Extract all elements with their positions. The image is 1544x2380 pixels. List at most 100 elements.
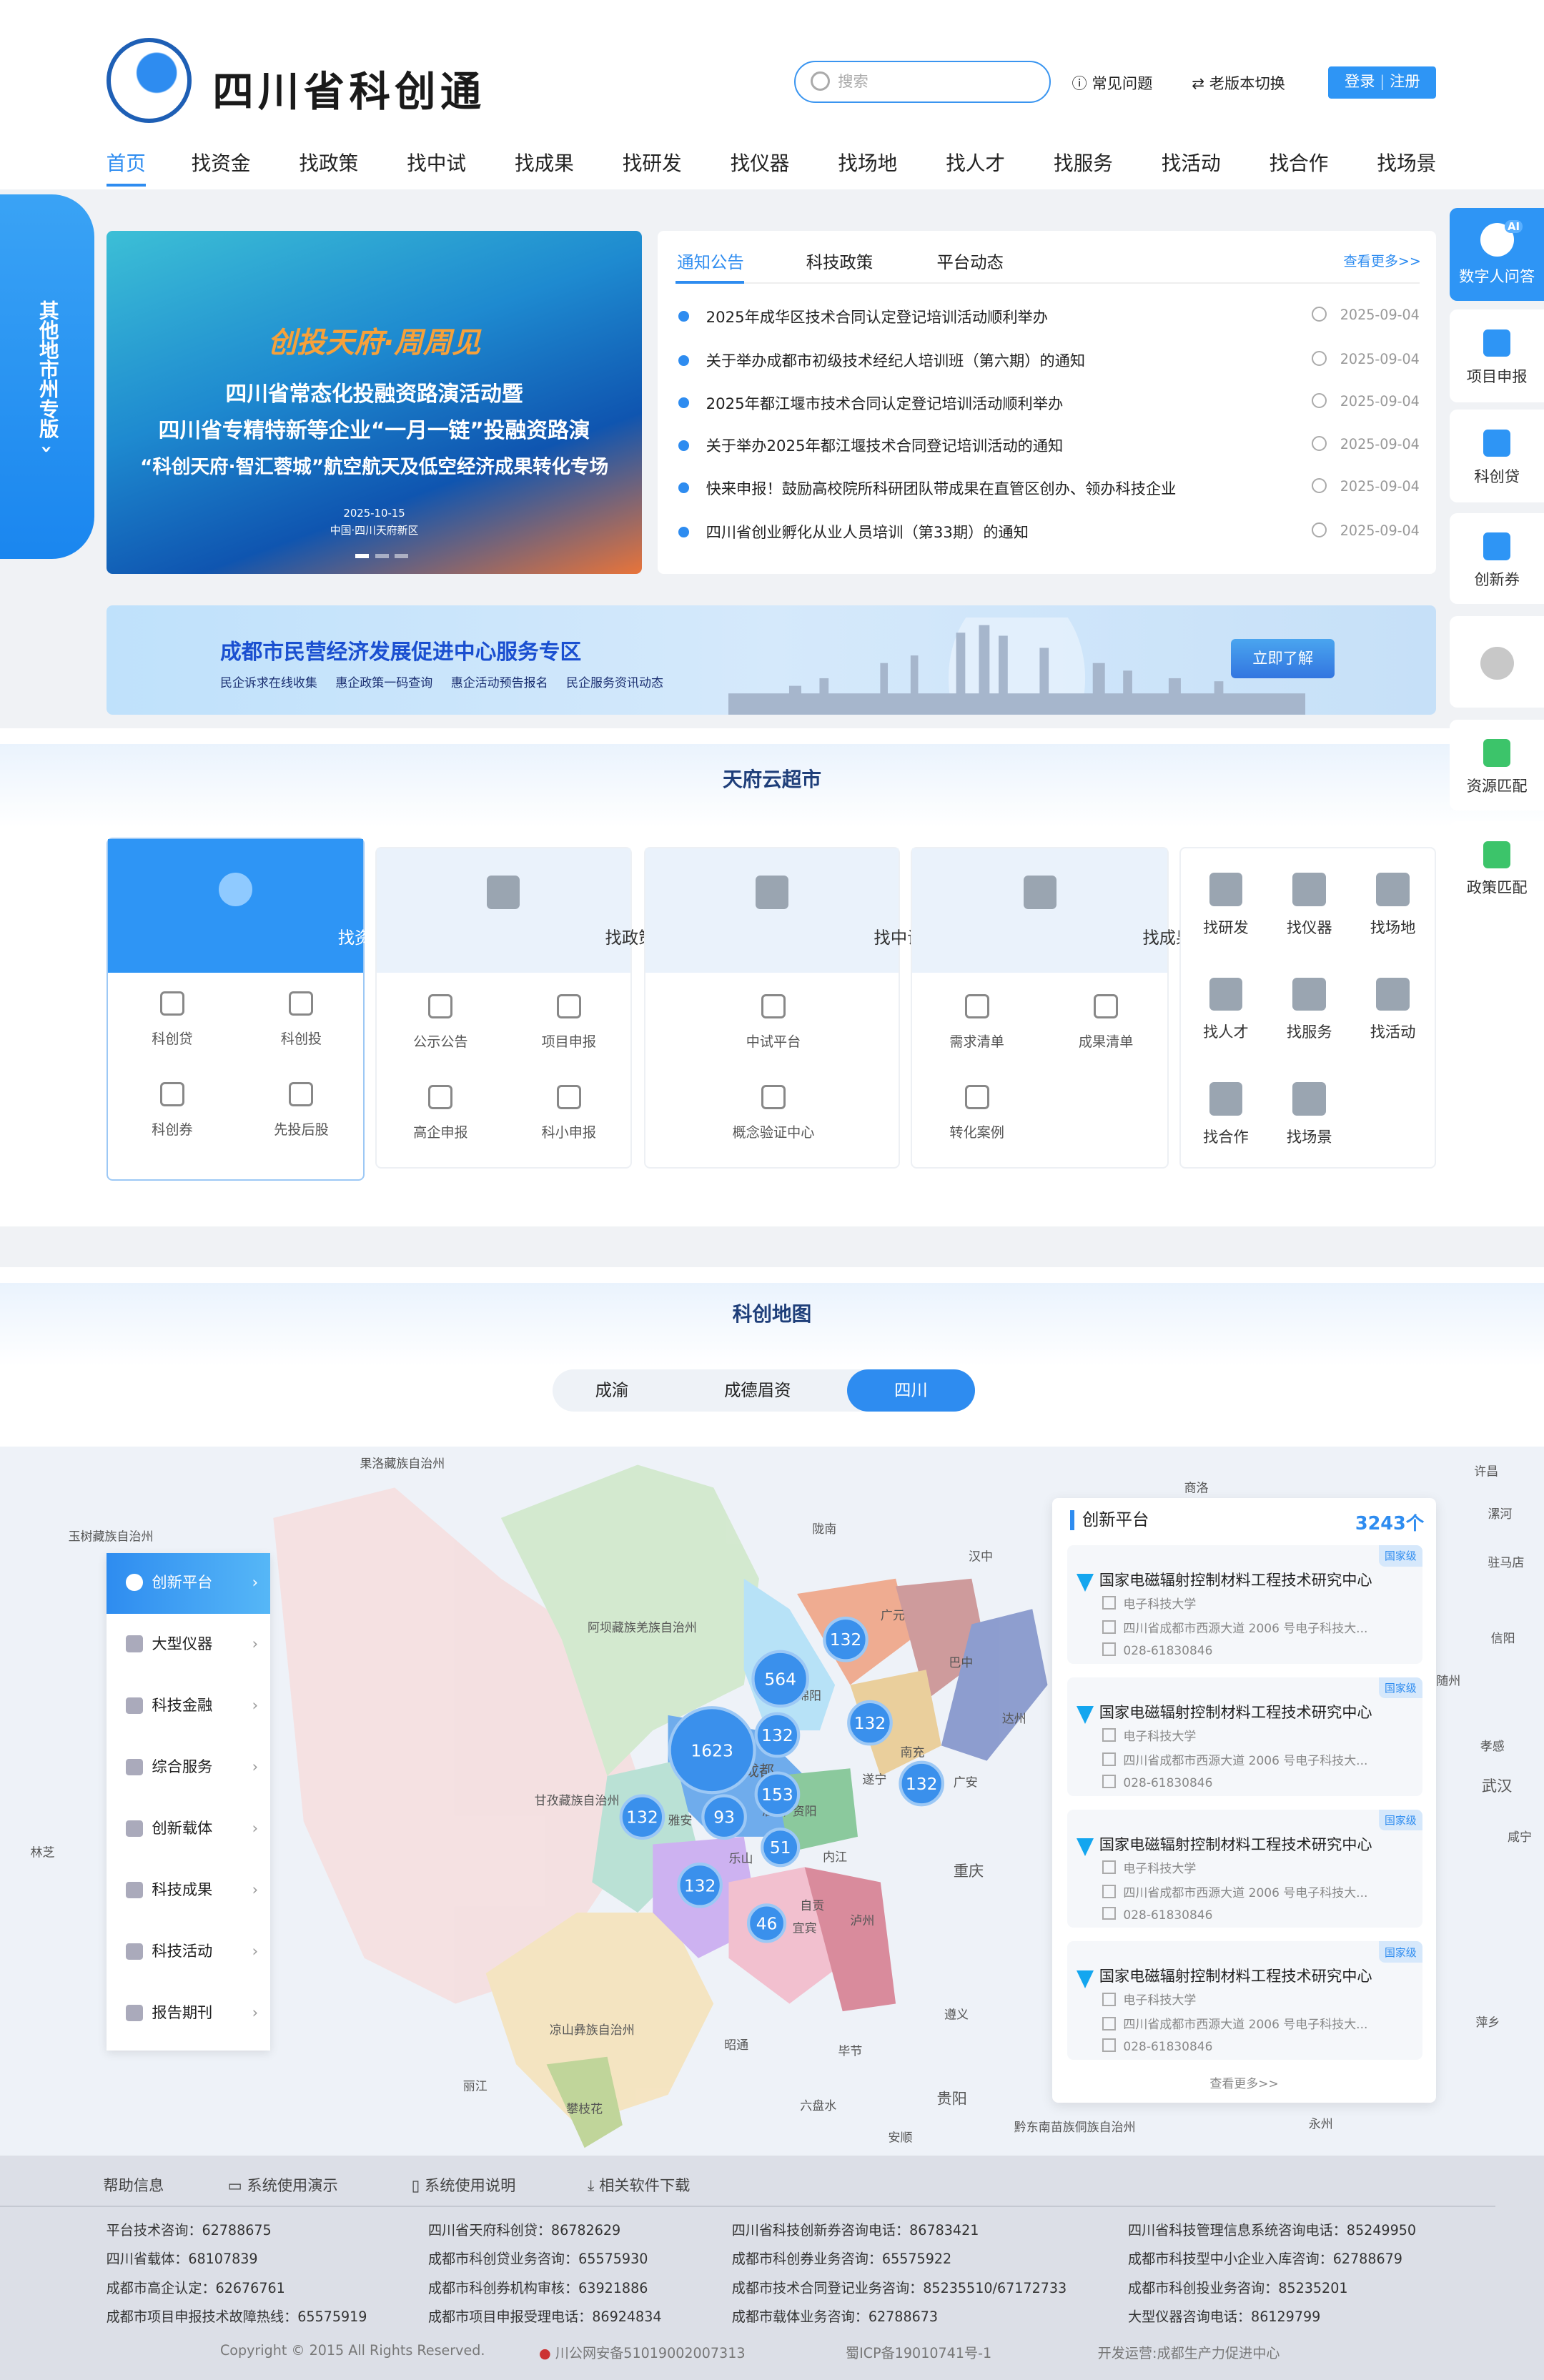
tab-platform-news[interactable]: 平台动态 xyxy=(936,252,1004,273)
cluster-marker[interactable]: 132 xyxy=(754,1712,801,1758)
footer-demo-link[interactable]: ▭ 系统使用演示 xyxy=(227,2177,338,2196)
cluster-circle[interactable] xyxy=(754,1771,801,1818)
cluster-circle[interactable] xyxy=(677,1863,723,1908)
subcategory-item[interactable]: 高企申报 xyxy=(377,1085,505,1141)
switch-version-link[interactable]: ⇄ 老版本切换 xyxy=(1192,74,1285,93)
cluster-marker[interactable]: 132 xyxy=(823,1616,868,1662)
subcategory-item[interactable]: 先投后股 xyxy=(237,1082,366,1139)
news-item[interactable]: 关于举办成都市初级技术经纪人培训班（第六期）的通知 2025-09-04 xyxy=(676,347,1420,372)
register-button[interactable]: 注册 xyxy=(1390,73,1420,91)
map-canvas[interactable]: 果洛藏族自治州玉树藏族自治州陇南汉中商洛阿坝藏族羌族自治州广元巴中达州绵阳甘孜藏… xyxy=(0,1447,1544,2156)
sidebar-shortcut[interactable]: 政策匹配 xyxy=(1450,821,1544,914)
subcategory-item[interactable]: 项目申报 xyxy=(505,994,633,1051)
panel-more-link[interactable]: 查看更多>> xyxy=(1209,2077,1279,2092)
map-menu-item[interactable]: 科技活动 › xyxy=(107,1922,270,1983)
subcategory-item[interactable]: 成果清单 xyxy=(1041,994,1171,1051)
nav-item[interactable]: 找研发 xyxy=(622,152,682,176)
grid-item[interactable]: 找合作 xyxy=(1184,1082,1268,1146)
news-more-link[interactable]: 查看更多>> xyxy=(1343,253,1421,270)
news-item[interactable]: 关于举办2025年都江堰技术合同登记培训活动的通知 2025-09-04 xyxy=(676,432,1420,457)
platform-name[interactable]: 国家电磁辐射控制材料工程技术研究中心 xyxy=(1099,1968,1372,1986)
login-button[interactable]: 登录 xyxy=(1345,73,1375,91)
map-menu-item[interactable]: 创新平台 › xyxy=(106,1552,271,1614)
cluster-marker[interactable]: 93 xyxy=(701,1794,747,1840)
tab-sichuan[interactable]: 四川 xyxy=(847,1369,975,1412)
sidebar-shortcut[interactable] xyxy=(1450,616,1544,708)
market-card-header[interactable]: 找成果 xyxy=(912,848,1192,973)
subcategory-item[interactable]: 科创贷 xyxy=(108,991,237,1048)
grid-item[interactable]: 找研发 xyxy=(1184,873,1268,937)
cluster-circle[interactable] xyxy=(701,1794,747,1840)
carousel-dots[interactable] xyxy=(355,536,415,565)
login-register-button[interactable]: 登录 | 注册 xyxy=(1328,66,1437,99)
icp-record[interactable]: 蜀ICP备19010741号-1 xyxy=(846,2345,992,2362)
subcategory-item[interactable]: 科小申报 xyxy=(505,1085,633,1141)
subcategory-item[interactable]: 中试平台 xyxy=(645,994,902,1051)
subcategory-item[interactable]: 需求清单 xyxy=(912,994,1041,1051)
banner-link[interactable]: 惠企政策一码查询 xyxy=(335,675,433,690)
sidebar-shortcut[interactable]: 项目申报 xyxy=(1450,309,1544,402)
footer-manual-link[interactable]: ▯ 系统使用说明 xyxy=(411,2177,516,2196)
sidebar-shortcut[interactable]: 创新券 xyxy=(1450,512,1544,605)
cluster-circle[interactable] xyxy=(899,1760,945,1807)
map-menu-item[interactable]: 科技成果 › xyxy=(107,1860,270,1921)
market-card-header[interactable]: 找资金 xyxy=(107,839,388,973)
banner-link[interactable]: 惠企活动预告报名 xyxy=(450,675,548,690)
subcategory-item[interactable]: 公示公告 xyxy=(377,994,505,1051)
grid-item[interactable]: 找场景 xyxy=(1267,1082,1351,1146)
news-item[interactable]: 快来申报！鼓励高校院所科研团队带成果在直管区创办、领办科技企业 2025-09-0… xyxy=(676,475,1420,500)
tab-chengdemeizi[interactable]: 成德眉资 xyxy=(724,1379,791,1400)
nav-item[interactable]: 找中试 xyxy=(407,152,467,176)
subcategory-item[interactable]: 转化案例 xyxy=(912,1085,1041,1141)
tab-policies[interactable]: 科技政策 xyxy=(806,252,874,273)
sidebar-shortcut[interactable]: AI 数字人问答 xyxy=(1450,207,1544,301)
map-menu-item[interactable]: 创新载体 › xyxy=(107,1799,270,1860)
news-title[interactable]: 2025年都江堰市技术合同认定登记培训活动顺利举办 xyxy=(706,395,1064,413)
map-menu-item[interactable]: 科技金融 › xyxy=(107,1676,270,1737)
nav-item[interactable]: 找场景 xyxy=(1377,152,1437,176)
news-title[interactable]: 关于举办2025年都江堰技术合同登记培训活动的通知 xyxy=(706,437,1064,456)
cluster-circle[interactable] xyxy=(751,1650,810,1708)
cluster-circle[interactable] xyxy=(619,1794,665,1840)
faq-link[interactable]: ⓘ 常见问题 xyxy=(1072,74,1153,93)
market-card-header[interactable]: 找中试 xyxy=(645,848,924,973)
banner-link[interactable]: 民企诉求在线收集 xyxy=(219,675,317,690)
nav-item[interactable]: 找人才 xyxy=(946,152,1006,176)
cluster-marker[interactable]: 51 xyxy=(761,1828,801,1868)
subcategory-item[interactable]: 科创投 xyxy=(237,991,366,1048)
cluster-marker[interactable]: 132 xyxy=(899,1760,945,1807)
platform-name[interactable]: 国家电磁辐射控制材料工程技术研究中心 xyxy=(1099,1571,1372,1590)
carousel-dot[interactable] xyxy=(375,553,389,559)
cluster-marker[interactable]: 132 xyxy=(677,1863,723,1908)
cluster-circle[interactable] xyxy=(746,1903,787,1943)
private-economy-banner[interactable]: 成都市民营经济发展促进中心服务专区 民企诉求在线收集 惠企政策一码查询 惠企活动预告… xyxy=(106,605,1437,715)
learn-more-button[interactable]: 立即了解 xyxy=(1231,639,1335,679)
map-menu-item[interactable]: 综合服务 › xyxy=(107,1737,270,1798)
nav-item[interactable]: 找活动 xyxy=(1161,152,1221,176)
cluster-circle[interactable] xyxy=(668,1706,756,1795)
cluster-circle[interactable] xyxy=(754,1712,801,1758)
subcategory-item[interactable]: 科创券 xyxy=(108,1082,237,1139)
nav-item[interactable]: 找场地 xyxy=(838,152,898,176)
grid-item[interactable]: 找仪器 xyxy=(1267,873,1351,937)
nav-item[interactable]: 首页 xyxy=(106,152,146,176)
platform-card[interactable]: 国家级 国家电磁辐射控制材料工程技术研究中心 电子科技大学 四川省成都市西源大道 20… xyxy=(1067,1809,1423,1928)
platform-name[interactable]: 国家电磁辐射控制材料工程技术研究中心 xyxy=(1099,1835,1372,1854)
other-cities-tab[interactable]: 其他地市州专版 › xyxy=(0,194,94,559)
subcategory-item[interactable]: 概念验证中心 xyxy=(645,1085,902,1141)
carousel[interactable]: 创投天府·周周见 四川省常态化投融资路演活动暨 四川省专精特新等企业“一月一链”… xyxy=(106,230,643,574)
banner-link[interactable]: 民企服务资讯动态 xyxy=(566,675,663,690)
market-card-header[interactable]: 找政策 xyxy=(376,848,655,973)
platform-card[interactable]: 国家级 国家电磁辐射控制材料工程技术研究中心 电子科技大学 四川省成都市西源大道 20… xyxy=(1067,1545,1423,1664)
sidebar-shortcut[interactable]: 资源匹配 xyxy=(1450,719,1544,811)
cluster-marker[interactable]: 153 xyxy=(754,1771,801,1818)
platform-name[interactable]: 国家电磁辐射控制材料工程技术研究中心 xyxy=(1099,1703,1372,1722)
nav-item[interactable]: 找政策 xyxy=(299,152,359,176)
news-title[interactable]: 关于举办成都市初级技术经纪人培训班（第六期）的通知 xyxy=(706,352,1086,371)
news-title[interactable]: 快来申报！鼓励高校院所科研团队带成果在直管区创办、领办科技企业 xyxy=(706,480,1177,498)
platform-card[interactable]: 国家级 国家电磁辐射控制材料工程技术研究中心 电子科技大学 四川省成都市西源大道 20… xyxy=(1067,1941,1423,2061)
nav-item[interactable]: 找成果 xyxy=(515,152,574,176)
cluster-marker[interactable]: 46 xyxy=(746,1903,787,1943)
news-item[interactable]: 2025年成华区技术合同认定登记培训活动顺利举办 2025-09-04 xyxy=(676,304,1420,328)
news-item[interactable]: 2025年都江堰市技术合同认定登记培训活动顺利举办 2025-09-04 xyxy=(676,390,1420,415)
